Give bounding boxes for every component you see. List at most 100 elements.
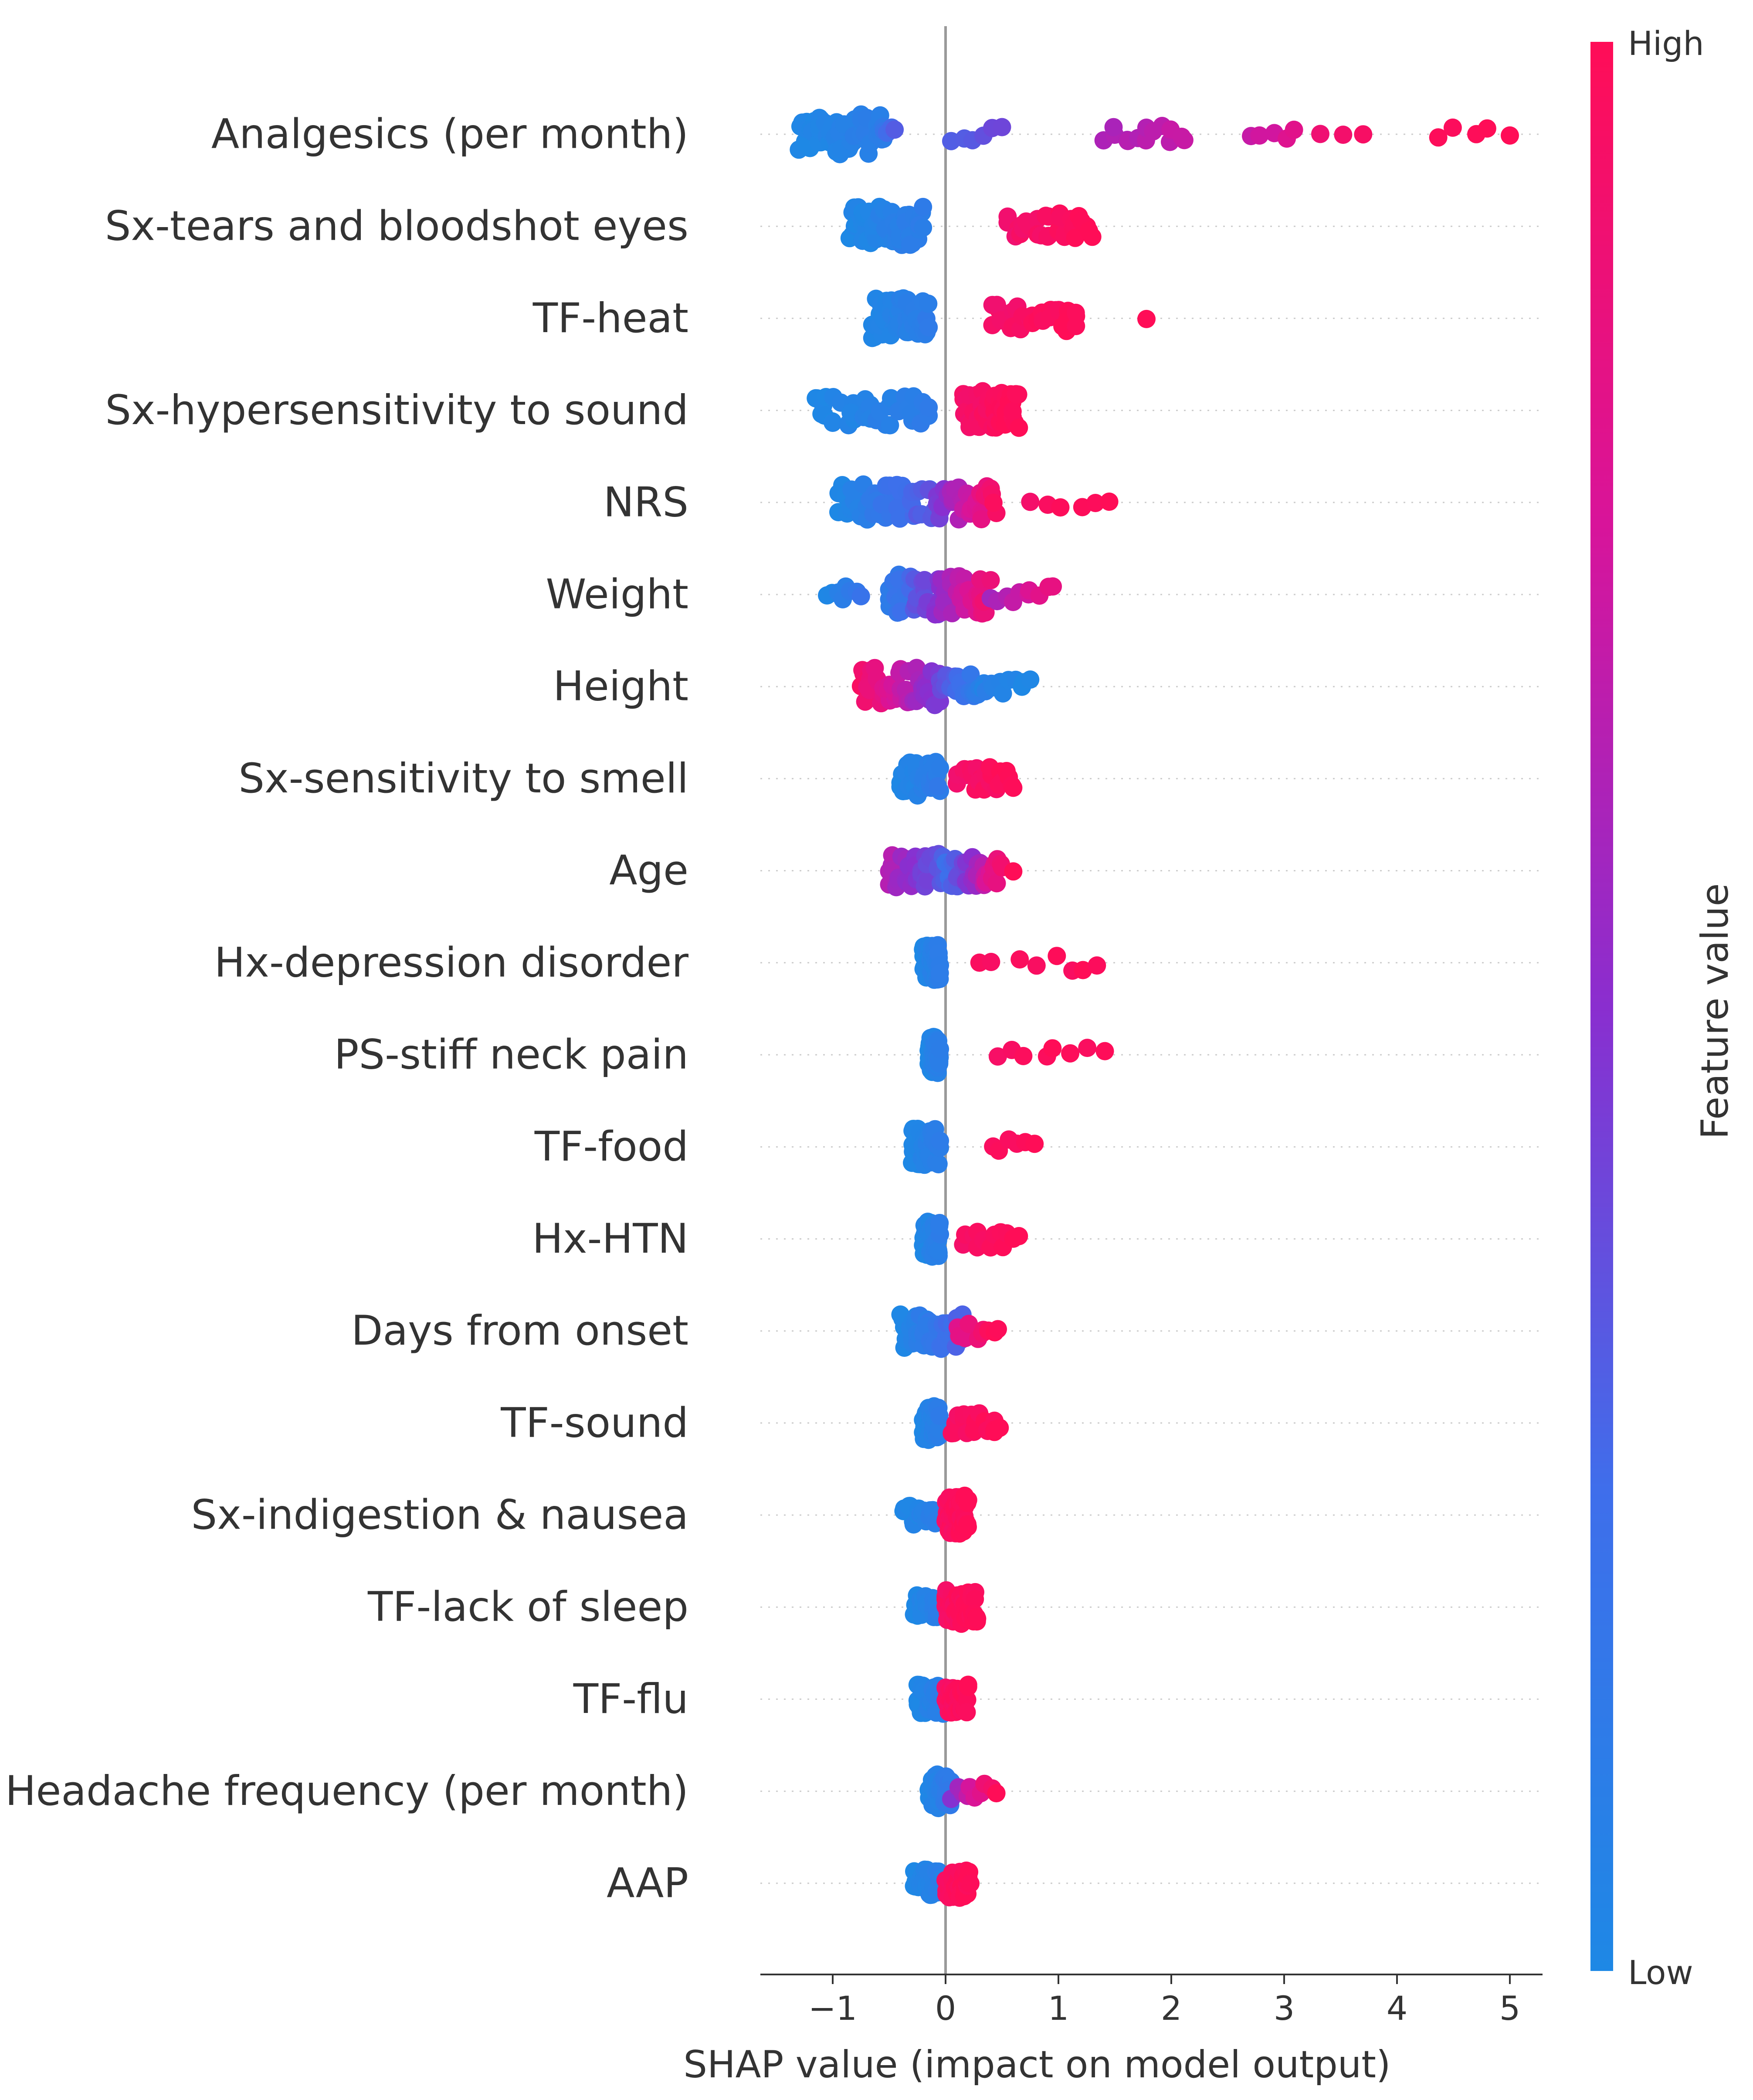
shap-point (987, 296, 1006, 314)
shap-point (914, 197, 932, 216)
shap-point (1443, 118, 1462, 137)
x-tick-label: −1 (808, 1989, 857, 2028)
shap-point (1010, 1227, 1028, 1245)
shap-point (1311, 125, 1329, 143)
shap-point (1175, 131, 1194, 150)
shap-point (1010, 950, 1029, 969)
colorbar (1590, 42, 1613, 1971)
shap-point (1067, 317, 1085, 335)
shap-point (988, 1047, 1007, 1066)
shap-point (929, 1155, 948, 1173)
shap-point (1061, 1044, 1080, 1063)
shap-point (1080, 221, 1099, 240)
shap-point (1478, 119, 1496, 138)
feature-rows: Analgesics (per month) Sx-tears and blood… (5, 111, 1543, 1907)
shap-point (1086, 494, 1105, 512)
feature-label: Weight (546, 571, 689, 618)
shap-point (931, 1132, 949, 1150)
feature-label: TF-sound (500, 1399, 688, 1447)
shap-point (957, 1703, 976, 1722)
x-tick-label: 5 (1499, 1989, 1520, 2028)
shap-point (929, 777, 947, 795)
shap-point (930, 1214, 949, 1232)
shap-point (1021, 670, 1040, 689)
shap-point (1250, 126, 1269, 145)
shap-point (915, 571, 934, 589)
shap-point (1021, 493, 1040, 511)
shap-point (959, 1518, 977, 1536)
x-tick-label: 2 (1161, 1989, 1182, 2028)
shap-point (919, 398, 938, 417)
shap-point (1007, 385, 1025, 404)
feature-label: Height (553, 663, 688, 710)
shap-point (891, 509, 909, 528)
shap-point (1095, 1042, 1114, 1060)
x-tick-label: 1 (1048, 1989, 1069, 2028)
feature-label: Age (609, 847, 688, 894)
shap-point (1051, 498, 1070, 517)
feature-label: Headache frequency (per month) (5, 1767, 688, 1815)
shap-point (919, 294, 938, 313)
shap-point (1014, 1047, 1033, 1065)
shap-dots (790, 105, 1519, 1907)
feature-label: Sx-indigestion & nausea (191, 1492, 688, 1539)
shap-point (914, 218, 932, 237)
shap-point (1088, 956, 1106, 975)
shap-point (1104, 118, 1123, 136)
shap-point (851, 587, 870, 605)
feature-label: Sx-sensitivity to smell (238, 755, 688, 802)
shap-point (982, 953, 1000, 971)
shap-point (981, 571, 1000, 590)
feature-label: TF-heat (532, 295, 688, 342)
shap-point (1010, 418, 1028, 437)
shap-point (1285, 120, 1303, 139)
colorbar-high-label: High (1628, 24, 1704, 63)
shap-point (1100, 493, 1119, 511)
shap-point (1137, 309, 1156, 328)
x-axis: −1 0 1 2 3 4 5 (760, 1974, 1543, 2028)
x-tick-label: 0 (935, 1989, 956, 2028)
shap-point (931, 758, 949, 777)
shap-point (1354, 125, 1373, 144)
shap-point (1074, 961, 1092, 979)
shap-point (1501, 126, 1519, 145)
shap-point (1025, 1135, 1044, 1153)
shap-point (881, 416, 899, 435)
feature-label: PS-stiff neck pain (334, 1031, 688, 1079)
shap-point (1003, 402, 1022, 421)
shap-point (1066, 228, 1085, 247)
shap-point (1066, 303, 1085, 322)
shap-point (987, 1784, 1006, 1803)
feature-label: Days from onset (351, 1307, 688, 1355)
shap-point (959, 1491, 977, 1509)
shap-point (1004, 778, 1023, 797)
shap-point (1044, 577, 1062, 596)
shap-point (961, 1874, 980, 1893)
shap-point (968, 1609, 987, 1628)
x-tick-label: 4 (1387, 1989, 1407, 2028)
shap-point (966, 1590, 984, 1608)
shap-point (930, 1054, 949, 1073)
shap-point (1334, 126, 1353, 144)
feature-label: Sx-tears and bloodshot eyes (105, 203, 688, 250)
feature-label: TF-food (534, 1123, 688, 1171)
feature-label: NRS (604, 479, 688, 526)
feature-label: AAP (607, 1859, 688, 1907)
shap-point (885, 120, 904, 139)
shap-point (1043, 1039, 1062, 1058)
x-axis-title: SHAP value (impact on model output) (683, 2043, 1390, 2086)
shap-point (972, 510, 991, 529)
feature-label: Hx-depression disorder (214, 939, 689, 986)
shap-point (1078, 1039, 1097, 1057)
shap-point (993, 118, 1011, 136)
colorbar-title: Feature value (1693, 883, 1737, 1139)
shap-point (987, 874, 1006, 893)
feature-label: Hx-HTN (532, 1215, 688, 1263)
shap-point (929, 1241, 948, 1260)
feature-label: TF-lack of sleep (367, 1583, 688, 1631)
shap-point (989, 1320, 1007, 1339)
colorbar-low-label: Low (1628, 1953, 1693, 1992)
shap-point (1027, 956, 1046, 975)
shap-point (984, 493, 1003, 512)
